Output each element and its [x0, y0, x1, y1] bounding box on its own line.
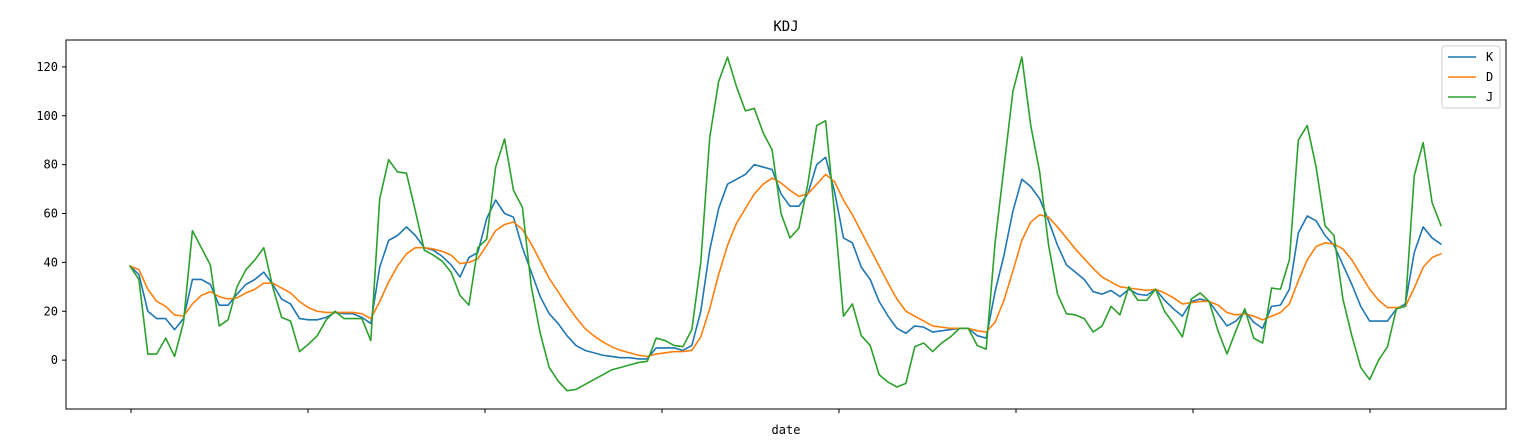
y-tick-label: 100 [36, 109, 58, 123]
x-axis [130, 409, 1371, 413]
legend-label-k: K [1486, 50, 1494, 64]
y-tick-label: 120 [36, 60, 58, 74]
series-line-d [129, 173, 1442, 358]
series-line-j [129, 56, 1442, 392]
legend-label-d: D [1486, 70, 1493, 84]
chart-title: KDJ [773, 19, 798, 35]
legend-label-j: J [1486, 90, 1493, 104]
y-axis: 0 20 40 60 80 100 120 [36, 60, 66, 367]
y-tick-label: 20 [44, 304, 58, 318]
y-tick-label: 60 [44, 207, 58, 221]
series-layer [129, 56, 1442, 392]
y-tick-label: 40 [44, 255, 58, 269]
legend: KDJ [1441, 45, 1501, 109]
series-line-k [129, 156, 1442, 360]
x-axis-label: date [772, 423, 801, 437]
y-tick-label: 80 [44, 158, 58, 172]
plot-frame [65, 39, 1507, 410]
y-tick-label: 0 [51, 353, 58, 367]
